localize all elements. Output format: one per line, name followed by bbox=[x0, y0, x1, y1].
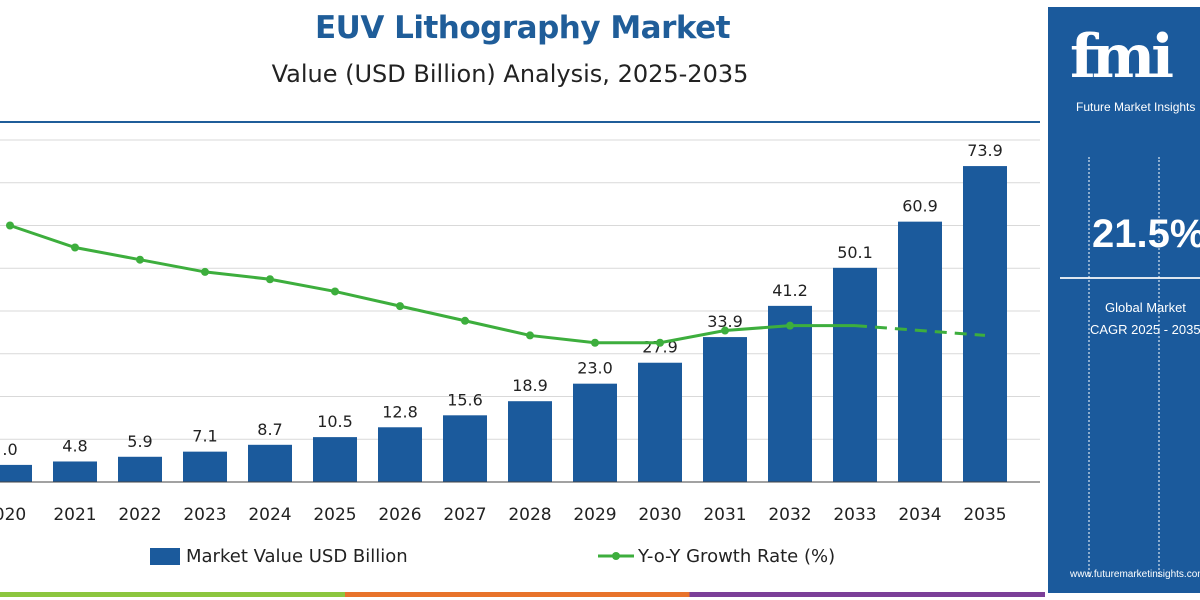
bar-2030 bbox=[638, 362, 682, 482]
x-tick-2021: 2021 bbox=[53, 505, 96, 525]
data-label-2035: 73.9 bbox=[967, 141, 1003, 160]
bar-2024 bbox=[248, 444, 292, 482]
growth-point-2024 bbox=[266, 275, 274, 284]
growth-point-2020 bbox=[6, 221, 14, 230]
x-tick-2025: 2025 bbox=[313, 505, 356, 525]
data-label-2032: 41.2 bbox=[772, 281, 808, 300]
bar-2021 bbox=[53, 461, 97, 482]
x-tick-2028: 2028 bbox=[508, 505, 551, 525]
data-label-2034: 60.9 bbox=[902, 197, 938, 216]
bar-2025 bbox=[313, 437, 357, 482]
x-tick-2031: 2031 bbox=[703, 505, 746, 525]
bar-2027 bbox=[443, 415, 487, 482]
growth-point-2025 bbox=[331, 287, 339, 296]
bar-2029 bbox=[573, 383, 617, 482]
bar-2020 bbox=[0, 464, 32, 482]
panel-dotted-line bbox=[1158, 157, 1162, 577]
growth-point-2028 bbox=[526, 331, 534, 340]
data-label-2031: 33.9 bbox=[707, 312, 743, 331]
data-label-2033: 50.1 bbox=[837, 243, 873, 262]
data-label-2025: 10.5 bbox=[317, 412, 353, 431]
panel-dotted-line bbox=[1088, 157, 1092, 577]
x-tick-2029: 2029 bbox=[573, 505, 616, 525]
growth-point-2026 bbox=[396, 302, 404, 311]
data-label-2029: 23.0 bbox=[577, 359, 613, 378]
x-tick-2022: 2022 bbox=[118, 505, 161, 525]
growth-line bbox=[9, 224, 855, 345]
data-label-2028: 18.9 bbox=[512, 376, 548, 395]
x-tick-2026: 2026 bbox=[378, 505, 421, 525]
x-tick-2023: 2023 bbox=[183, 505, 226, 525]
legend-bar-swatch bbox=[150, 548, 180, 565]
website-url: www.futuremarketinsights.com bbox=[1070, 569, 1200, 580]
growth-line-dashed bbox=[854, 324, 986, 337]
data-label-2022: 5.9 bbox=[127, 432, 152, 451]
bar-2031 bbox=[703, 337, 747, 482]
data-label-2023: 7.1 bbox=[192, 427, 217, 446]
bar-2032 bbox=[768, 305, 812, 482]
growth-point-2031 bbox=[721, 326, 729, 335]
data-label-2027: 15.6 bbox=[447, 390, 483, 409]
bar-2023 bbox=[183, 451, 227, 482]
cagr-value: 21.5% bbox=[1092, 212, 1200, 256]
bar-2022 bbox=[118, 456, 162, 482]
cagr-divider bbox=[1060, 277, 1200, 279]
x-tick-2030: 2030 bbox=[638, 505, 681, 525]
bar-2034 bbox=[898, 221, 942, 482]
x-tick-2032: 2032 bbox=[768, 505, 811, 525]
cagr-label-line2: CAGR 2025 - 2035 bbox=[1090, 322, 1200, 337]
legend-line-label: Y-o-Y Growth Rate (%) bbox=[637, 546, 835, 567]
bar-2033 bbox=[833, 267, 877, 482]
bar-2028 bbox=[508, 401, 552, 482]
x-tick-2033: 2033 bbox=[833, 505, 876, 525]
chart-subtitle: Value (USD Billion) Analysis, 2025-2035 bbox=[271, 60, 749, 88]
growth-point-2022 bbox=[136, 255, 144, 264]
data-label-2024: 8.7 bbox=[257, 420, 282, 439]
chart-title: EUV Lithography Market bbox=[314, 10, 731, 46]
data-label-2021: 4.8 bbox=[62, 436, 87, 455]
growth-point-2021 bbox=[71, 243, 79, 252]
side-panel: fmi Future Market Insights 21.5% Global … bbox=[1048, 7, 1200, 593]
cagr-label-line1: Global Market bbox=[1105, 300, 1186, 315]
growth-point-2030 bbox=[656, 338, 664, 347]
bottom-color-strip bbox=[0, 592, 1045, 597]
data-label-2020: .0 bbox=[2, 440, 17, 459]
legend-line-marker bbox=[612, 552, 620, 560]
x-tick-2034: 2034 bbox=[898, 505, 941, 525]
legend-bar-label: Market Value USD Billion bbox=[186, 546, 408, 567]
growth-point-2029 bbox=[591, 338, 599, 347]
chart-area: .0 020 4.8 2021 5.9 2022 7.1 2023 8.7 2024 10.5 202… bbox=[0, 121, 1040, 567]
bar-2035 bbox=[963, 166, 1007, 482]
x-tick-2027: 2027 bbox=[443, 505, 486, 525]
x-tick-2020: 020 bbox=[0, 505, 26, 525]
x-tick-2035: 2035 bbox=[963, 505, 1006, 525]
logo-subtext: Future Market Insights bbox=[1076, 100, 1196, 114]
x-tick-2024: 2024 bbox=[248, 505, 291, 525]
growth-point-2027 bbox=[461, 316, 469, 325]
growth-point-2023 bbox=[201, 267, 209, 276]
fmi-logo: fmi bbox=[1070, 22, 1174, 92]
bar-2026 bbox=[378, 427, 422, 482]
growth-point-2032 bbox=[786, 321, 794, 330]
data-label-2026: 12.8 bbox=[382, 402, 418, 421]
